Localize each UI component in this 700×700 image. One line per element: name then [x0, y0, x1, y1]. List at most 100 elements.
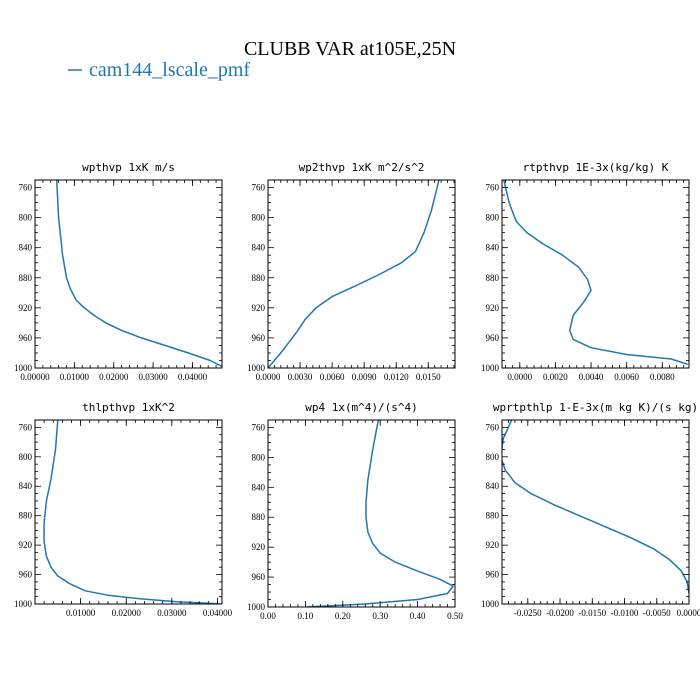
x-tick-label: 0.04000	[178, 372, 208, 382]
series-line	[503, 180, 688, 365]
plot-frame	[501, 419, 690, 605]
subplot-5: wp4 1x(m^4)/(s^4) 0.00 0.10 0.20 0.30 0.40 0.5…	[247, 401, 463, 621]
y-tick-label: 1000	[14, 599, 33, 609]
y-tick-label: 800	[252, 452, 266, 462]
x-tick-label: 0.50	[447, 611, 463, 621]
y-tick-label: 800	[19, 213, 33, 223]
y-tick-label: 880	[486, 511, 500, 521]
y-tick-label: 760	[252, 183, 266, 193]
x-tick-label: 0.02000	[99, 372, 129, 382]
x-tick-label: 0.01000	[60, 372, 90, 382]
x-tick-label: 0.0120	[384, 372, 409, 382]
y-tick-label: 840	[486, 481, 500, 491]
y-tick-label: 880	[19, 511, 33, 521]
y-tick-label: 920	[252, 303, 266, 313]
subplot-title: wp4 1x(m^4)/(s^4)	[305, 401, 418, 414]
x-tick-label: 0.10	[298, 611, 314, 621]
y-tick-label: 920	[19, 540, 33, 550]
subplot-title: thlpthvp 1xK^2	[82, 401, 175, 414]
x-tick-label: -0.0250	[514, 608, 542, 618]
y-tick-label: 840	[252, 243, 266, 253]
y-tick-label: 1000	[481, 363, 500, 373]
y-tick-label: 760	[252, 422, 266, 432]
x-tick-label: 0.0060	[320, 372, 345, 382]
x-tick-label: 0.0030	[288, 372, 313, 382]
x-tick-label: 0.0000	[677, 608, 700, 618]
y-tick-label: 880	[252, 273, 266, 283]
x-tick-label: 0.0040	[579, 372, 604, 382]
subplot-1: wpthvp 1xK m/s 0.00000 0.01000 0.02000 0.030…	[14, 161, 223, 382]
x-tick-label: 0.00	[260, 611, 276, 621]
subplot-2: wp2thvp 1xK m^2/s^2 0.0000 0.0030 0.0060 0.0…	[247, 161, 456, 382]
plot-frame	[267, 179, 456, 369]
series-line	[43, 420, 221, 604]
subplot-title: wprtpthlp 1-E-3x(m kg K)/(s kg)	[493, 401, 698, 414]
subplot-title: wpthvp 1xK m/s	[82, 161, 175, 174]
y-tick-label: 800	[252, 213, 266, 223]
y-tick-label: 800	[486, 452, 500, 462]
x-tick-label: 0.40	[410, 611, 426, 621]
legend-label: cam144_lscale_pmf	[89, 59, 250, 81]
x-tick-label: 0.0060	[614, 372, 639, 382]
plot-frame	[34, 179, 223, 369]
y-tick-label: 960	[486, 333, 500, 343]
x-tick-label: -0.0050	[643, 608, 671, 618]
y-tick-label: 1000	[247, 363, 266, 373]
x-tick-label: 0.0000	[507, 372, 532, 382]
y-tick-label: 960	[252, 572, 266, 582]
plot-frame	[501, 179, 690, 369]
x-tick-label: -0.0150	[578, 608, 606, 618]
y-tick-label: 880	[252, 512, 266, 522]
y-tick-label: 960	[19, 570, 33, 580]
y-tick-label: 800	[19, 452, 33, 462]
x-tick-label: 0.0090	[352, 372, 377, 382]
y-tick-label: 840	[252, 482, 266, 492]
y-tick-label: 920	[486, 540, 500, 550]
legend: cam144_lscale_pmf	[68, 59, 250, 81]
y-tick-label: 1000	[14, 363, 33, 373]
y-tick-label: 760	[486, 183, 500, 193]
y-tick-label: 920	[486, 303, 500, 313]
y-tick-label: 920	[19, 303, 33, 313]
y-tick-label: 960	[252, 333, 266, 343]
y-tick-label: 800	[486, 213, 500, 223]
x-tick-label: 0.20	[335, 611, 351, 621]
plot-frame	[267, 419, 456, 608]
subplot-title: rtpthvp 1E-3x(kg/kg) K	[523, 161, 669, 174]
y-tick-label: 840	[19, 481, 33, 491]
y-tick-label: 880	[19, 273, 33, 283]
series-line	[502, 420, 689, 594]
series-line	[304, 420, 454, 607]
y-tick-label: 760	[486, 422, 500, 432]
y-tick-label: 1000	[247, 602, 266, 612]
y-tick-label: 960	[19, 333, 33, 343]
y-tick-label: 1000	[481, 599, 500, 609]
plot-frame	[34, 419, 223, 605]
x-tick-label: 0.02000	[112, 608, 142, 618]
x-tick-label: 0.30	[372, 611, 388, 621]
subplot-6: wprtpthlp 1-E-3x(m kg K)/(s kg) -0.0250 -0…	[481, 401, 700, 618]
y-tick-label: 920	[252, 542, 266, 552]
x-tick-label: 0.04000	[203, 608, 233, 618]
x-tick-label: 0.0080	[650, 372, 675, 382]
x-tick-label: 0.0150	[416, 372, 441, 382]
subplot-3: rtpthvp 1E-3x(kg/kg) K 0.0000 0.0020 0.0040…	[481, 161, 690, 382]
series-line	[268, 180, 440, 368]
subplot-4: thlpthvp 1xK^2 0.01000 0.02000 0.03000 0.040…	[14, 401, 233, 618]
x-tick-label: 0.00000	[20, 372, 50, 382]
x-tick-label: 0.03000	[138, 372, 168, 382]
y-tick-label: 760	[19, 422, 33, 432]
y-tick-label: 760	[19, 183, 33, 193]
figure-title: CLUBB VAR at105E,25N	[244, 38, 456, 60]
y-tick-label: 880	[486, 273, 500, 283]
x-tick-label: 0.0020	[543, 372, 568, 382]
x-tick-label: -0.0200	[546, 608, 574, 618]
y-tick-label: 960	[486, 570, 500, 580]
x-tick-label: 0.03000	[157, 608, 187, 618]
subplot-grid: wpthvp 1xK m/s 0.00000 0.01000 0.02000 0.030…	[14, 161, 700, 621]
y-tick-label: 840	[19, 243, 33, 253]
series-line	[55, 180, 222, 368]
x-tick-label: 0.01000	[66, 608, 96, 618]
y-tick-label: 840	[486, 243, 500, 253]
